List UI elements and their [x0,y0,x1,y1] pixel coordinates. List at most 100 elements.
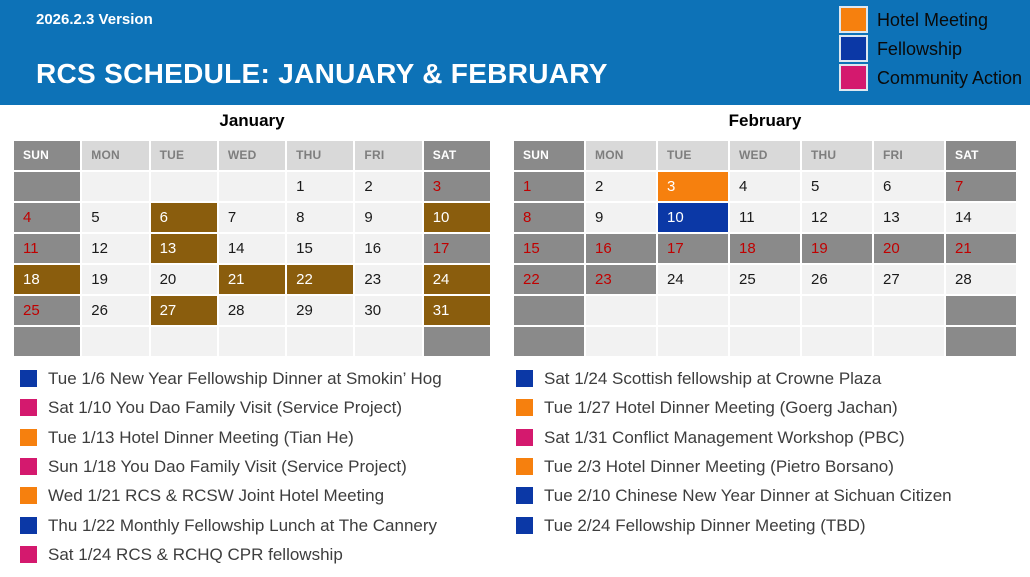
day-cell: 8 [514,203,584,232]
month-title-january: January [219,111,285,130]
day-cell [946,296,1016,325]
day-cell: 10 [658,203,728,232]
day-cell: 5 [802,172,872,201]
calendar-grid: SUN MON TUE WED THU FRI SAT 1 2 3 4 5 6 7 8 9 10 11 12 13 14… [514,141,1016,356]
day-header-sat: SAT [423,141,490,170]
day-cell: 13 [150,234,217,263]
day-cell: 6 [150,203,217,232]
day-header-wed: WED [218,141,286,170]
day-cell [730,327,800,356]
event-item: Tue 1/13 Hotel Dinner Meeting (Tian He) [20,423,512,452]
fellowship-swatch-icon [516,516,533,534]
day-cell: 19 [802,234,872,263]
day-cell: 22 [514,265,584,294]
community-swatch-icon [20,458,37,476]
event-list-right: Sat 1/24 Scottish fellowship at Crowne P… [516,364,1026,540]
legend-label: Fellowship [876,38,962,59]
day-cell: 5 [82,203,149,232]
legend: Hotel Meeting Fellowship Community Action [838,5,1022,92]
day-cell: 16 [355,234,422,263]
legend-item: Hotel Meeting [838,5,1022,34]
event-item: Sat 1/24 RCS & RCHQ CPR fellowship [20,540,512,569]
day-cell [355,327,422,356]
event-text: Sat 1/24 Scottish fellowship at Crowne P… [544,369,882,389]
day-cell [874,296,944,325]
day-header-sun: SUN [14,141,81,170]
day-cell: 22 [287,265,354,294]
day-cell: 3 [423,172,490,201]
event-text: Tue 1/13 Hotel Dinner Meeting (Tian He) [48,427,354,447]
day-header-tue: TUE [150,141,217,170]
calendar-january: SUN MON TUE WED THU FRI SAT 1 2 3 4 5 6 7 8 9 10 11 12 13 14… [14,141,490,356]
event-item: Tue 2/24 Fellowship Dinner Meeting (TBD) [516,510,1026,539]
day-header-tue: TUE [658,141,728,170]
day-header-sun: SUN [514,141,584,170]
day-cell: 6 [874,172,944,201]
day-cell: 9 [586,203,656,232]
event-item: Sat 1/24 Scottish fellowship at Crowne P… [516,364,1026,393]
day-cell [150,172,217,201]
day-cell [423,327,490,356]
day-cell: 8 [287,203,354,232]
day-cell: 20 [874,234,944,263]
day-cell: 23 [586,265,656,294]
community-swatch-icon [20,545,37,563]
day-cell: 7 [946,172,1016,201]
day-cell [802,296,872,325]
day-cell [218,172,286,201]
event-text: Sat 1/24 RCS & RCHQ CPR fellowship [48,544,343,564]
hotel-swatch-icon [20,428,37,446]
month-title-february: February [728,111,802,130]
day-cell: 4 [14,203,81,232]
legend-swatch-fellowship-icon [838,35,868,62]
day-cell: 20 [150,265,217,294]
day-cell [82,172,149,201]
day-cell: 1 [514,172,584,201]
event-text: Wed 1/21 RCS & RCSW Joint Hotel Meeting [48,486,385,506]
day-cell [658,327,728,356]
day-cell [586,296,656,325]
fellowship-swatch-icon [20,516,37,534]
day-cell [874,327,944,356]
day-header-fri: FRI [874,141,944,170]
legend-label: Hotel Meeting [876,9,988,30]
calendar-february: SUN MON TUE WED THU FRI SAT 1 2 3 4 5 6 7 8 9 10 11 12 13 14… [514,141,1016,356]
header-banner: 2026.2.3 Version RCS SCHEDULE: JANUARY &… [0,0,1030,105]
event-item: Tue 2/10 Chinese New Year Dinner at Sich… [516,481,1026,510]
day-cell: 15 [514,234,584,263]
day-cell: 24 [423,265,490,294]
day-cell: 11 [730,203,800,232]
legend-swatch-community-icon [838,64,868,91]
event-text: Tue 1/6 New Year Fellowship Dinner at Sm… [48,369,442,389]
day-cell: 24 [658,265,728,294]
day-cell: 27 [874,265,944,294]
day-cell: 30 [355,296,422,325]
event-item: Tue 2/3 Hotel Dinner Meeting (Pietro Bor… [516,452,1026,481]
day-cell: 2 [355,172,422,201]
fellowship-swatch-icon [20,370,37,388]
day-header-thu: THU [287,141,354,170]
day-cell: 18 [14,265,81,294]
day-cell [14,327,81,356]
day-cell: 2 [586,172,656,201]
day-cell [82,327,149,356]
day-cell: 23 [355,265,422,294]
hotel-swatch-icon [516,458,533,476]
day-cell [586,327,656,356]
day-cell: 19 [82,265,149,294]
event-text: Tue 1/27 Hotel Dinner Meeting (Goerg Jac… [544,398,898,418]
day-cell: 21 [218,265,286,294]
event-item: Sat 1/10 You Dao Family Visit (Service P… [20,393,512,422]
day-cell [514,327,584,356]
fellowship-swatch-icon [516,487,533,505]
day-cell: 4 [730,172,800,201]
day-cell [287,327,354,356]
day-cell: 11 [14,234,81,263]
day-cell: 26 [802,265,872,294]
day-cell [946,327,1016,356]
event-text: Tue 2/24 Fellowship Dinner Meeting (TBD) [544,515,866,535]
hotel-swatch-icon [516,399,533,417]
event-text: Thu 1/22 Monthly Fellowship Lunch at The… [48,515,438,535]
event-text: Sat 1/10 You Dao Family Visit (Service P… [48,398,403,418]
event-item: Wed 1/21 RCS & RCSW Joint Hotel Meeting [20,481,512,510]
